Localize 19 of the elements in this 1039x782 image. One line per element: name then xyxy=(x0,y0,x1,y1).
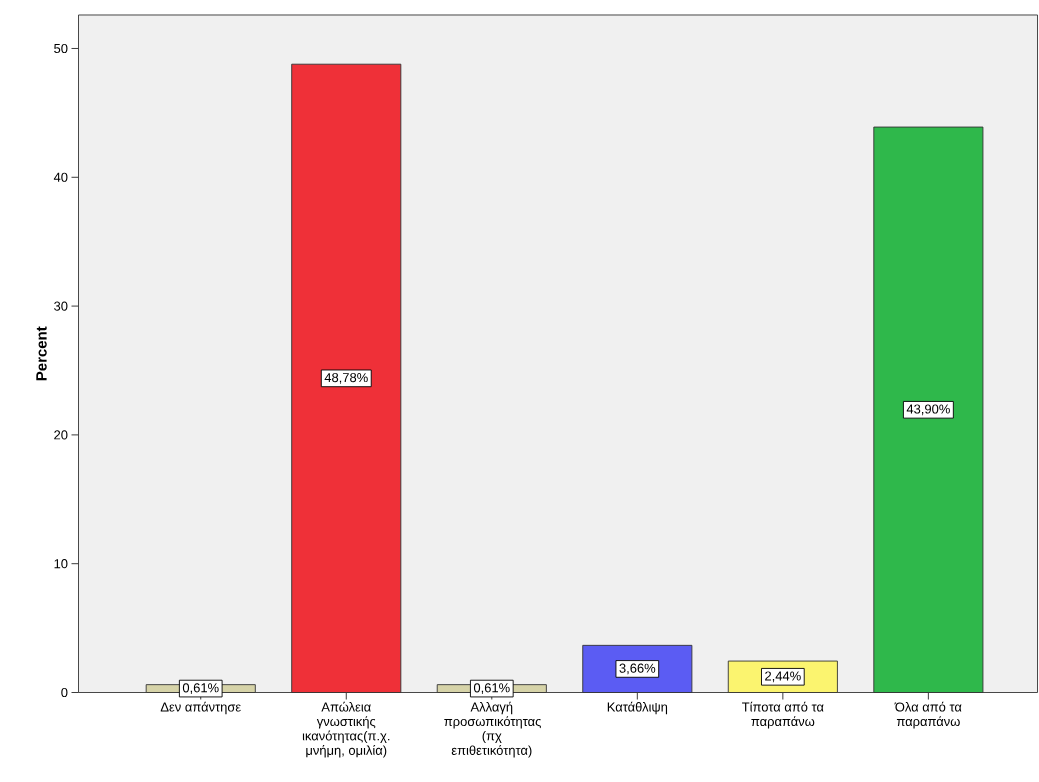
data-label: 0,61% xyxy=(182,683,219,694)
data-label: 2,44% xyxy=(765,671,801,683)
x-tick-label: Απώλεια γνωστικής ικανότητας(π.χ. μνήμη, ομιλία) xyxy=(302,701,390,758)
x-tick-label: Δεν απάντησε xyxy=(160,701,241,715)
data-label: 43,90% xyxy=(906,404,950,416)
y-tick-label: 50 xyxy=(54,43,68,54)
x-tick-label: Αλλαγή προσωπικότητας (πχ επιθετικότητα) xyxy=(444,701,541,758)
y-tick-label: 30 xyxy=(54,301,68,311)
x-tick-label: Όλα από τα παραπάνω xyxy=(894,701,962,729)
data-label: 3,66% xyxy=(619,663,656,675)
y-tick-label: 0 xyxy=(61,687,68,698)
data-label: 0,61% xyxy=(473,683,510,694)
y-tick-label: 40 xyxy=(53,172,68,182)
data-label: 48,78% xyxy=(324,372,368,384)
y-tick-label: 20 xyxy=(54,430,68,440)
x-tick-label: Τίποτα από τα παραπάνω xyxy=(742,701,824,729)
y-axis-title: Percent xyxy=(36,326,47,381)
y-tick-label: 10 xyxy=(54,559,68,569)
x-tick-label: Κατάθλιψη xyxy=(607,701,668,715)
